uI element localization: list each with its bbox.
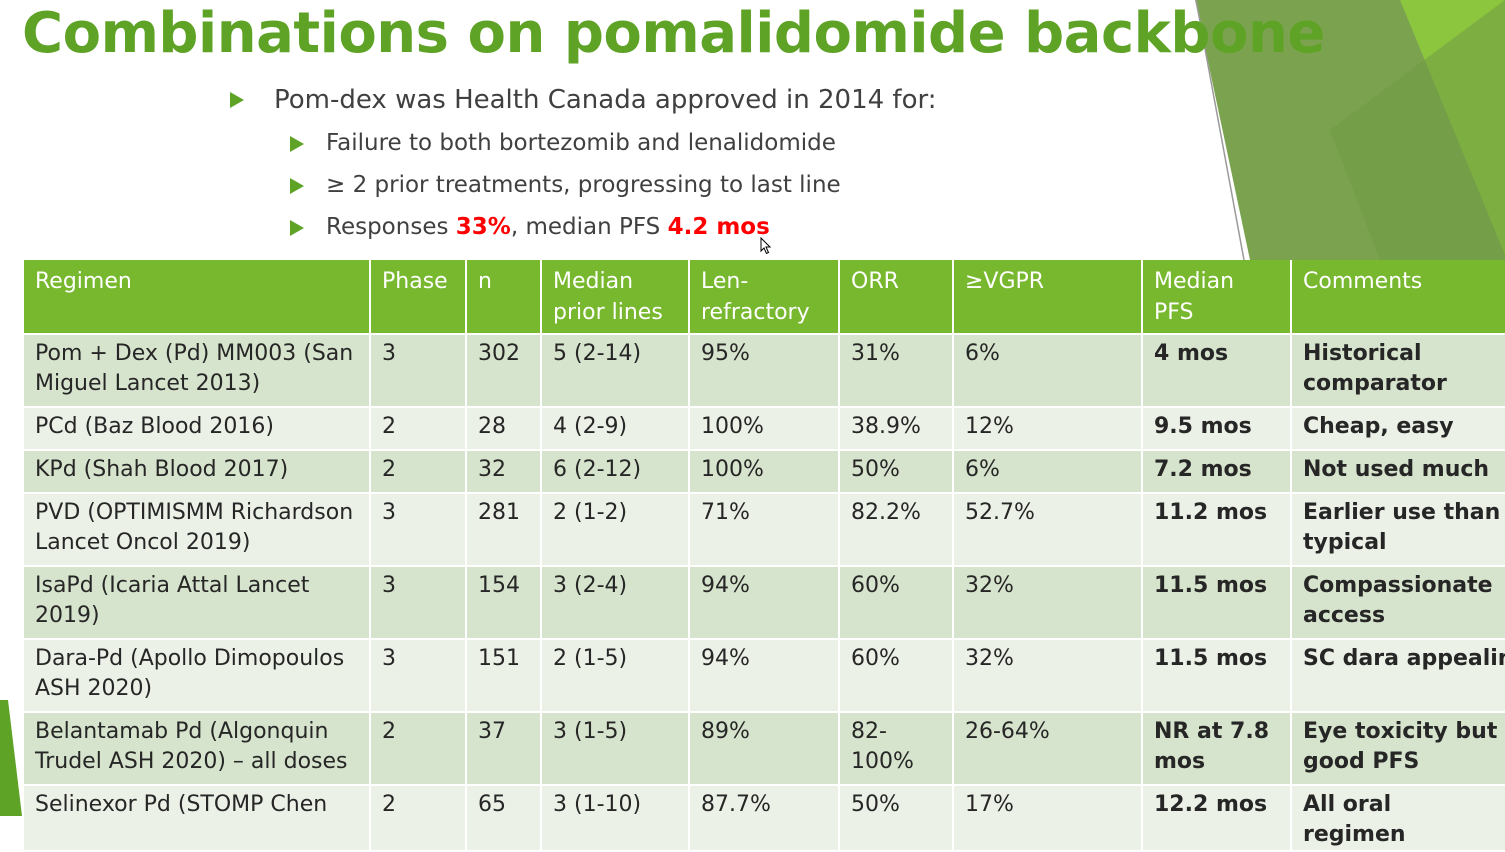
cell-orr: 50%: [838, 784, 954, 852]
cell-len-refractory: 100%: [688, 449, 840, 494]
cell-n: 28: [465, 406, 542, 451]
col-header-phase: Phase: [369, 260, 467, 335]
table-row: Belantamab Pd (Algonquin Trudel ASH 2020…: [22, 711, 1505, 786]
orr-highlight: 33%: [455, 214, 511, 240]
cell-comments: Compassionate access: [1290, 565, 1505, 640]
col-header-vgpr: ≥VGPR: [952, 260, 1143, 335]
cell-comments: Cheap, easy: [1290, 406, 1505, 451]
cell-phase: 3: [369, 638, 467, 713]
mouse-cursor-icon: [760, 237, 772, 255]
cell-comments: Eye toxicity but good PFS: [1290, 711, 1505, 786]
cell-vgpr: 52.7%: [952, 492, 1143, 567]
cell-prior-lines: 5 (2-14): [540, 333, 690, 408]
cell-median-pfs: 11.5 mos: [1141, 638, 1292, 713]
table-row: KPd (Shah Blood 2017) 2 32 6 (2-12) 100%…: [22, 449, 1505, 494]
cell-len-refractory: 89%: [688, 711, 840, 786]
col-header-regimen: Regimen: [22, 260, 371, 335]
cell-orr: 60%: [838, 565, 954, 640]
cell-regimen: Pom + Dex (Pd) MM003 (San Miguel Lancet …: [22, 333, 371, 408]
cell-prior-lines: 2 (1-2): [540, 492, 690, 567]
cell-median-pfs: 11.5 mos: [1141, 565, 1292, 640]
cell-comments: Historical comparator: [1290, 333, 1505, 408]
cell-phase: 3: [369, 333, 467, 408]
col-header-median-prior-lines: Median prior lines: [540, 260, 690, 335]
cell-phase: 2: [369, 711, 467, 786]
cell-vgpr: 32%: [952, 565, 1143, 640]
cell-orr: 50%: [838, 449, 954, 494]
cell-len-refractory: 94%: [688, 565, 840, 640]
cell-n: 302: [465, 333, 542, 408]
cell-orr: 31%: [838, 333, 954, 408]
cell-regimen: PCd (Baz Blood 2016): [22, 406, 371, 451]
cell-orr: 60%: [838, 638, 954, 713]
col-header-n: n: [465, 260, 542, 335]
col-header-median-pfs: Median PFS: [1141, 260, 1292, 335]
table-row: Selinexor Pd (STOMP Chen 2 65 3 (1-10) 8…: [22, 784, 1505, 852]
cell-median-pfs: 7.2 mos: [1141, 449, 1292, 494]
cell-regimen: PVD (OPTIMISMM Richardson Lancet Oncol 2…: [22, 492, 371, 567]
table-header-row: Regimen Phase n Median prior lines Len-r…: [22, 260, 1505, 335]
cell-vgpr: 17%: [952, 784, 1143, 852]
cell-regimen: Belantamab Pd (Algonquin Trudel ASH 2020…: [22, 711, 371, 786]
bullet-triangle-icon: [290, 220, 304, 236]
cell-vgpr: 6%: [952, 333, 1143, 408]
cell-regimen: Selinexor Pd (STOMP Chen: [22, 784, 371, 852]
cell-n: 32: [465, 449, 542, 494]
table-row: Dara-Pd (Apollo Dimopoulos ASH 2020) 3 1…: [22, 638, 1505, 713]
cell-n: 37: [465, 711, 542, 786]
cell-regimen: IsaPd (Icaria Attal Lancet 2019): [22, 565, 371, 640]
cell-prior-lines: 3 (1-10): [540, 784, 690, 852]
cell-vgpr: 26-64%: [952, 711, 1143, 786]
col-header-comments: Comments: [1290, 260, 1505, 335]
cell-comments: All oral regimen: [1290, 784, 1505, 852]
slide-title: Combinations on pomalidomide backbone: [22, 1, 1325, 66]
cell-n: 65: [465, 784, 542, 852]
cell-prior-lines: 4 (2-9): [540, 406, 690, 451]
cell-orr: 82-100%: [838, 711, 954, 786]
bullet-triangle-icon: [230, 92, 244, 108]
regimen-table: Regimen Phase n Median prior lines Len-r…: [22, 260, 1505, 852]
cell-vgpr: 32%: [952, 638, 1143, 713]
bullet-triangle-icon: [290, 178, 304, 194]
cell-len-refractory: 87.7%: [688, 784, 840, 852]
cell-phase: 3: [369, 565, 467, 640]
cell-phase: 2: [369, 449, 467, 494]
cell-comments: Earlier use than typical: [1290, 492, 1505, 567]
table-row: PVD (OPTIMISMM Richardson Lancet Oncol 2…: [22, 492, 1505, 567]
cell-median-pfs: NR at 7.8 mos: [1141, 711, 1292, 786]
cell-vgpr: 12%: [952, 406, 1143, 451]
pfs-highlight: 4.2 mos: [667, 214, 770, 240]
cell-len-refractory: 71%: [688, 492, 840, 567]
cell-n: 151: [465, 638, 542, 713]
col-header-len-refractory: Len-refractory: [688, 260, 840, 335]
cell-prior-lines: 3 (2-4): [540, 565, 690, 640]
cell-phase: 2: [369, 784, 467, 852]
bullet-triangle-icon: [290, 136, 304, 152]
cell-phase: 2: [369, 406, 467, 451]
cell-len-refractory: 94%: [688, 638, 840, 713]
cell-prior-lines: 3 (1-5): [540, 711, 690, 786]
cell-median-pfs: 11.2 mos: [1141, 492, 1292, 567]
cell-len-refractory: 100%: [688, 406, 840, 451]
table-row: IsaPd (Icaria Attal Lancet 2019) 3 154 3…: [22, 565, 1505, 640]
cell-n: 281: [465, 492, 542, 567]
cell-comments: Not used much: [1290, 449, 1505, 494]
cell-n: 154: [465, 565, 542, 640]
cell-prior-lines: 6 (2-12): [540, 449, 690, 494]
cell-regimen: Dara-Pd (Apollo Dimopoulos ASH 2020): [22, 638, 371, 713]
cell-vgpr: 6%: [952, 449, 1143, 494]
cell-median-pfs: 12.2 mos: [1141, 784, 1292, 852]
cell-prior-lines: 2 (1-5): [540, 638, 690, 713]
cell-len-refractory: 95%: [688, 333, 840, 408]
table-row: PCd (Baz Blood 2016) 2 28 4 (2-9) 100% 3…: [22, 406, 1505, 451]
col-header-orr: ORR: [838, 260, 954, 335]
cell-orr: 38.9%: [838, 406, 954, 451]
cell-median-pfs: 4 mos: [1141, 333, 1292, 408]
cell-orr: 82.2%: [838, 492, 954, 567]
cell-regimen: KPd (Shah Blood 2017): [22, 449, 371, 494]
cell-median-pfs: 9.5 mos: [1141, 406, 1292, 451]
table-row: Pom + Dex (Pd) MM003 (San Miguel Lancet …: [22, 333, 1505, 408]
cell-phase: 3: [369, 492, 467, 567]
cell-comments: SC dara appealing: [1290, 638, 1505, 713]
